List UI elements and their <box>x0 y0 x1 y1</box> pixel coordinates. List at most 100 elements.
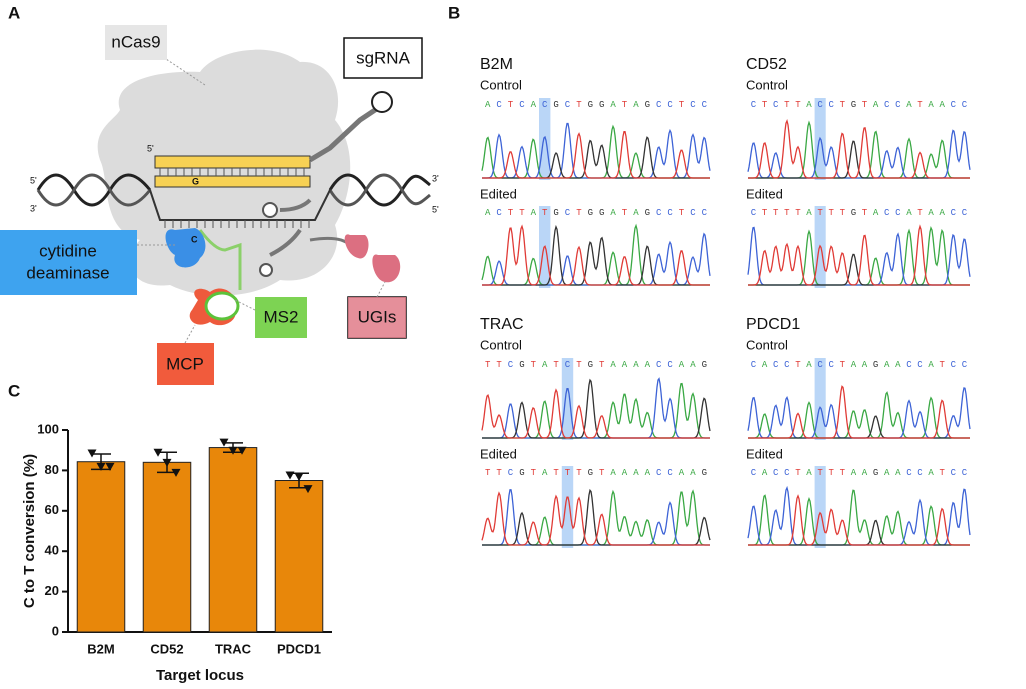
ncas9-label: nCas9 <box>111 32 160 51</box>
base-pairs <box>159 168 305 176</box>
trace <box>482 122 711 179</box>
data-point <box>285 471 295 480</box>
y-tick-label: 0 <box>52 623 59 638</box>
gene-name: CD52 <box>746 56 787 73</box>
x-tick-label: PDCD1 <box>277 641 321 656</box>
deaminase-blob <box>165 228 206 268</box>
condition-label: Control <box>746 337 788 352</box>
trace <box>482 224 710 286</box>
ms2-hairpin <box>204 291 240 321</box>
sgrna-box <box>343 37 423 79</box>
strand-end: 3' <box>432 173 439 183</box>
sgrna-loop <box>371 91 393 113</box>
condition-label: Control <box>480 337 522 352</box>
panel-letter: B <box>448 3 460 22</box>
y-tick-label: 60 <box>45 502 59 517</box>
leader <box>184 324 196 344</box>
condition-label: Edited <box>480 446 517 461</box>
ms2-label: MS2 <box>264 307 299 326</box>
panel-a-diagram <box>0 25 431 385</box>
highlight <box>814 466 826 548</box>
data-point <box>105 462 115 471</box>
gene-name: B2M <box>480 56 513 73</box>
mcp-label: MCP <box>166 354 204 373</box>
panel-letter: A <box>8 3 20 22</box>
data-point <box>303 485 313 494</box>
y-tick-label: 40 <box>45 543 59 558</box>
ms2-aptamer <box>198 229 242 290</box>
trace <box>482 131 710 179</box>
ugi-blob <box>372 254 401 283</box>
deaminase-label: cytidine <box>39 241 97 260</box>
gene-name: PDCD1 <box>746 316 800 333</box>
trace <box>481 491 710 546</box>
data-point <box>162 458 172 467</box>
trace <box>481 388 710 439</box>
highlight <box>561 358 574 440</box>
ugis-label: UGIs <box>358 307 397 326</box>
x-axis-title: Target locus <box>156 667 244 684</box>
sgrna-tail <box>279 198 312 212</box>
bar <box>208 447 258 633</box>
sgrna-loop <box>259 263 273 277</box>
strand-end: 5' <box>147 143 154 153</box>
trace <box>748 224 970 286</box>
sgrna-spacer <box>154 155 311 169</box>
condition-label: Edited <box>746 186 783 201</box>
target-base: G <box>192 176 199 186</box>
data-point <box>96 462 106 471</box>
gene-name: TRAC <box>480 316 524 333</box>
y-tick-label: 80 <box>45 462 59 477</box>
sgrna-tail <box>269 228 302 257</box>
dna-helix <box>328 173 431 207</box>
bar <box>142 461 192 633</box>
data-point <box>171 468 181 477</box>
edited-base: C <box>191 234 198 244</box>
dna-helix <box>328 173 431 207</box>
x-tick-label: CD52 <box>150 641 183 656</box>
data-point <box>294 472 304 481</box>
deaminase-box <box>0 230 137 295</box>
trace <box>748 385 970 439</box>
leader <box>376 281 386 298</box>
y-tick-label: 20 <box>45 583 59 598</box>
data-point <box>237 446 247 455</box>
trace <box>748 519 970 546</box>
data-point <box>219 438 229 447</box>
dna-helix <box>36 173 152 207</box>
ms2-box <box>255 297 307 338</box>
strand-end: 5' <box>30 175 37 185</box>
x-tick-label: B2M <box>87 641 114 656</box>
ugis-box-fill <box>348 297 406 338</box>
y-axis-title: C to T conversion (%) <box>21 454 38 608</box>
strand-end: 3' <box>30 203 37 213</box>
ugi-blob <box>344 234 369 259</box>
panel-letter: C <box>8 381 20 400</box>
data-point <box>153 448 163 457</box>
ssDNA-bases <box>164 220 310 228</box>
x-tick-label: TRAC <box>215 641 252 656</box>
condition-label: Edited <box>746 446 783 461</box>
condition-label: Edited <box>480 186 517 201</box>
highlight <box>539 98 551 180</box>
leader <box>159 54 206 86</box>
mcp-box <box>157 343 214 385</box>
highlight <box>561 466 574 548</box>
y-tick-label: 100 <box>37 421 59 436</box>
sgrna-scaffold <box>308 105 380 163</box>
sgrna-loop <box>262 202 278 218</box>
condition-label: Control <box>480 77 522 92</box>
trace <box>748 119 970 179</box>
ncas9-box <box>105 25 167 60</box>
sgrna-label: sgRNA <box>356 48 411 67</box>
data-point <box>228 446 238 455</box>
strand-end: 5' <box>432 204 439 214</box>
trace <box>748 494 970 546</box>
